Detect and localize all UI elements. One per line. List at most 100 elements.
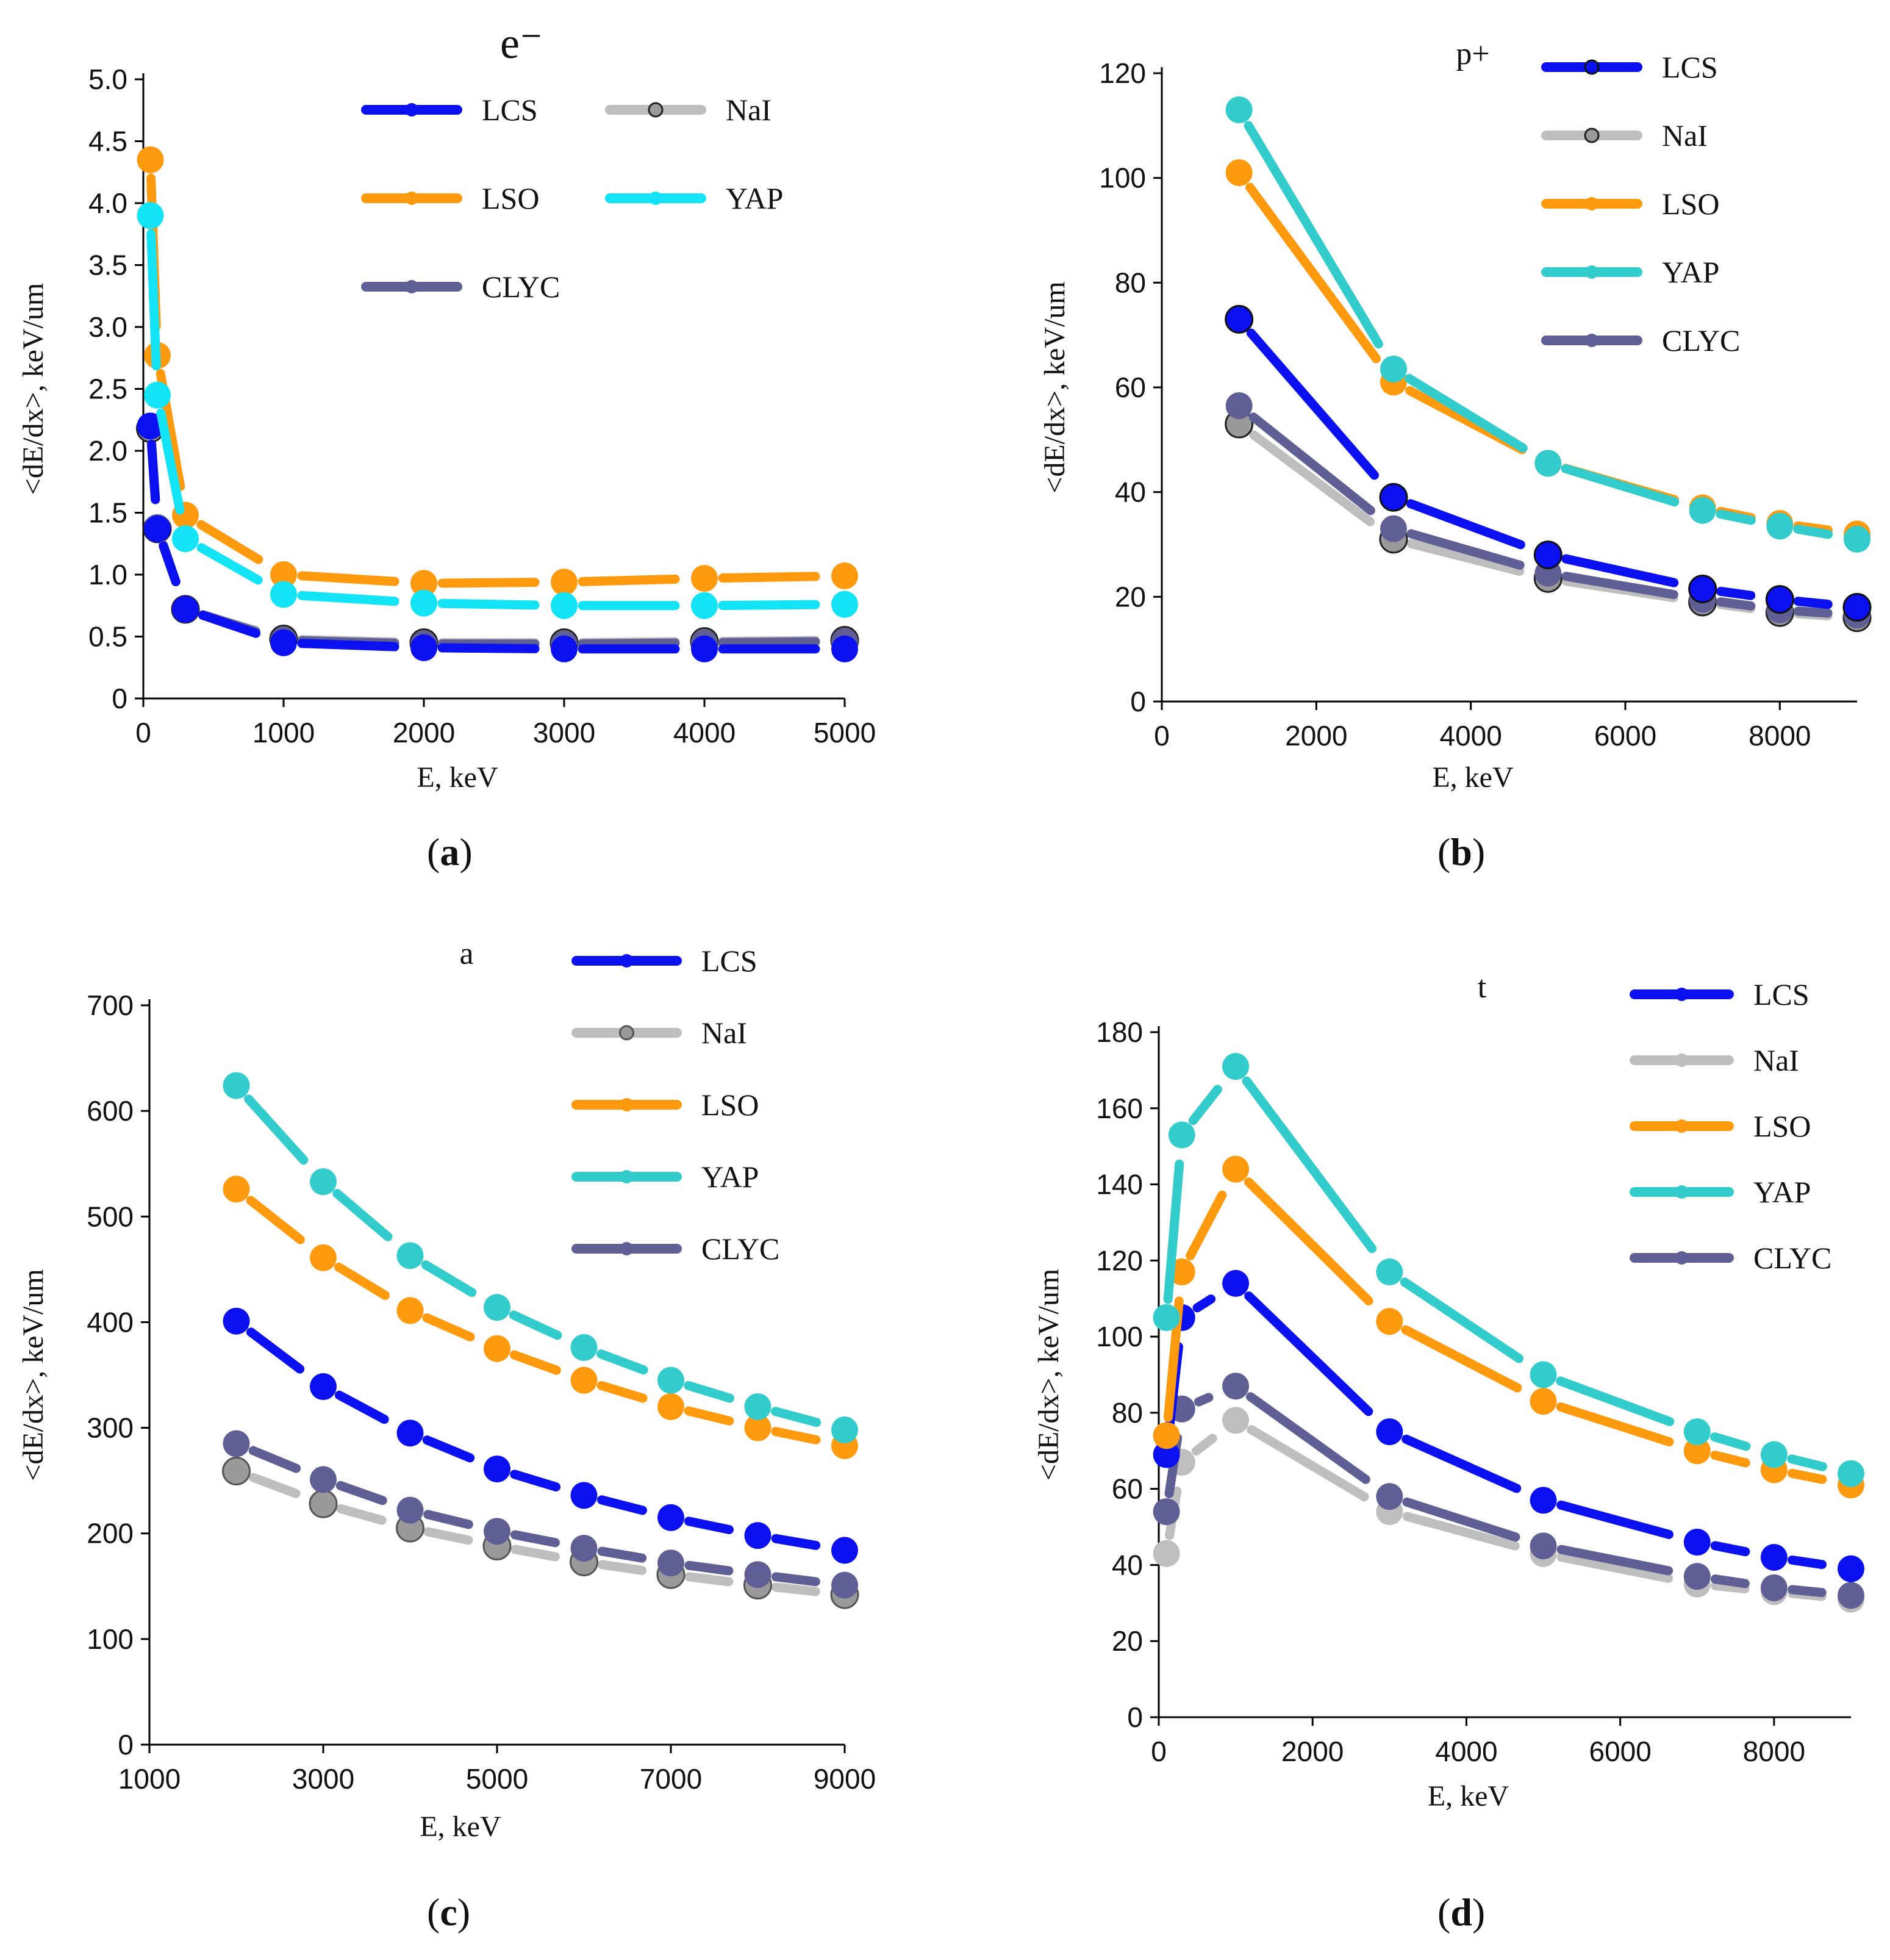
- series-nai: [1153, 1407, 1864, 1613]
- y-tick-label: 80: [1112, 1397, 1143, 1429]
- series-segment: [510, 1470, 561, 1492]
- series-segment: [159, 541, 181, 587]
- legend-marker: [1675, 1251, 1689, 1265]
- legend-label-lso: LSO: [701, 1088, 759, 1122]
- chart-electron: 0 0.5 1.0 1.5 2.0 2.5 3.0 3.5 4.0 4.5 5.0 0 1000 2000…: [17, 19, 876, 794]
- x-axis-label: E, keV: [417, 761, 498, 794]
- legend-label-nai: NaI: [1753, 1043, 1799, 1077]
- series-yap: [137, 202, 858, 619]
- data-point: [657, 1504, 684, 1531]
- series-segment: [770, 1407, 822, 1427]
- data-point: [744, 1522, 771, 1549]
- series-yap: [1225, 96, 1870, 553]
- data-point: [831, 1571, 858, 1599]
- series-segment: [597, 1560, 647, 1575]
- y-tick-label: 80: [1115, 267, 1146, 298]
- data-point: [1838, 1555, 1864, 1582]
- series-nai: [222, 1457, 859, 1609]
- data-point: [223, 1430, 250, 1457]
- legend-label-lcs: LCS: [1753, 977, 1809, 1011]
- series-segment: [1793, 524, 1833, 539]
- series-segment: [597, 1546, 647, 1563]
- data-point: [1530, 1361, 1557, 1388]
- data-point: [310, 1244, 337, 1271]
- y-tick-label: 180: [1096, 1016, 1143, 1048]
- legend-label-clyc: CLYC: [1662, 323, 1740, 357]
- data-point: [831, 1416, 858, 1444]
- legend-marker: [649, 192, 662, 205]
- x-tick-label: 1000: [118, 1763, 181, 1795]
- series-segment: [249, 1473, 301, 1498]
- series-clyc: [137, 412, 858, 658]
- data-point: [484, 1294, 510, 1321]
- x-tick-label: 0: [135, 717, 151, 748]
- series-segment: [422, 1435, 475, 1463]
- chart-title: e⁻: [500, 19, 543, 68]
- data-point: [551, 592, 578, 619]
- legend-label-yap: YAP: [1662, 255, 1719, 289]
- data-point: [744, 1393, 771, 1420]
- series-segment: [1561, 554, 1679, 587]
- legend-marker: [1675, 1054, 1689, 1067]
- data-point: [1222, 1269, 1250, 1297]
- data-point: [396, 1242, 424, 1269]
- data-point: [1760, 1441, 1788, 1468]
- data-point: [396, 1420, 424, 1447]
- data-point: [691, 592, 718, 619]
- data-point: [1530, 1487, 1557, 1514]
- data-point: [1689, 497, 1716, 524]
- series-segment: [246, 1196, 305, 1244]
- data-point: [1533, 540, 1562, 570]
- data-point: [657, 1549, 684, 1577]
- panel-label-c: (c): [427, 1890, 471, 1934]
- legend-label-yap: YAP: [701, 1160, 759, 1194]
- chart-title: p+: [1456, 37, 1489, 71]
- y-tick-label: 400: [87, 1306, 134, 1338]
- legend-marker: [405, 103, 418, 117]
- data-point: [1153, 1422, 1180, 1449]
- data-point: [484, 1456, 510, 1483]
- series-segment: [1793, 606, 1833, 618]
- legend-label-nai: NaI: [726, 93, 771, 127]
- data-point: [691, 635, 718, 662]
- series-segment: [1246, 328, 1380, 480]
- data-point: [831, 1537, 858, 1564]
- legend-marker: [405, 192, 418, 205]
- data-point: [1168, 1121, 1195, 1149]
- series-segment: [1710, 1432, 1751, 1451]
- chart-title: t: [1478, 970, 1487, 1005]
- series-segment: [597, 1495, 647, 1515]
- data-point: [831, 635, 858, 662]
- data-point: [310, 1168, 337, 1196]
- series-segment: [1163, 1159, 1184, 1304]
- legend-marker: [1584, 127, 1600, 143]
- legend-marker: [648, 102, 664, 118]
- data-point: [223, 1307, 250, 1335]
- data-point: [691, 565, 718, 592]
- series-segment: [1401, 1434, 1522, 1493]
- y-axis-label: <dE/dx>, keV/um: [1033, 1269, 1065, 1481]
- series-segment: [1401, 1325, 1522, 1393]
- chart-proton: 0 20 40 60 80 100 120 0 2000 4000 6000 8000 E, keV <d…: [1039, 37, 1872, 794]
- y-tick-label: 60: [1115, 372, 1146, 403]
- legend-label-yap: YAP: [726, 181, 783, 215]
- data-point: [172, 525, 199, 553]
- series-segment: [510, 1545, 560, 1562]
- data-point: [1153, 1540, 1180, 1567]
- data-point: [551, 569, 578, 596]
- y-tick-label: 120: [1099, 57, 1146, 89]
- series-segment: [334, 1262, 390, 1300]
- series-segment: [334, 1390, 389, 1424]
- series-segment: [1711, 1581, 1750, 1593]
- y-tick-label: 700: [87, 989, 134, 1021]
- series-clyc: [1153, 1373, 1864, 1609]
- data-point: [270, 629, 297, 656]
- x-tick-label: 8000: [1743, 1736, 1805, 1767]
- series-segment: [1556, 1553, 1673, 1583]
- y-tick-label: 60: [1112, 1473, 1143, 1505]
- data-point: [1760, 1574, 1788, 1601]
- series-segment: [156, 408, 185, 515]
- data-point: [1683, 1563, 1711, 1590]
- data-point: [1222, 1407, 1250, 1434]
- series-segment: [1400, 1277, 1524, 1363]
